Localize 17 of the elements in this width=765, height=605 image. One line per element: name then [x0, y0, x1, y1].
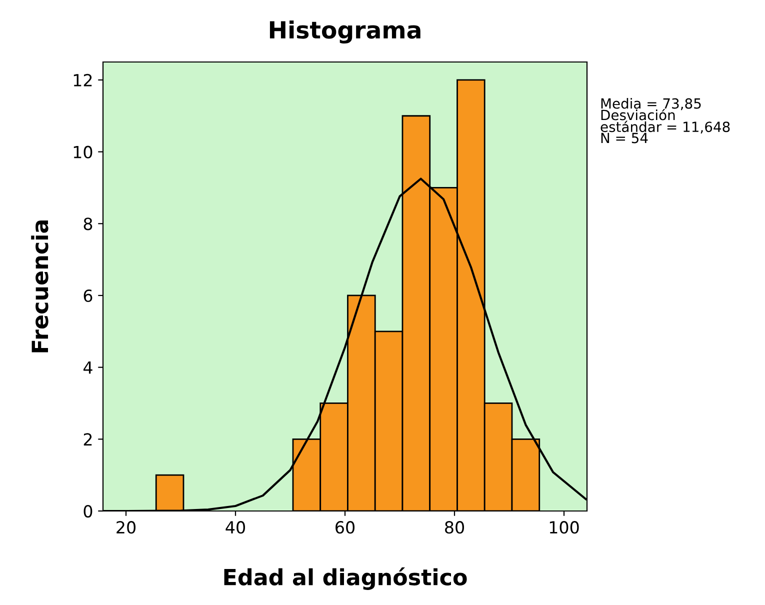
chart-title: Histograma — [270, 20, 420, 44]
y-tick-label: 4 — [83, 362, 92, 374]
x-axis-title: Edad al diagnóstico — [224, 567, 467, 590]
y-axis-title: Frecuencia — [31, 220, 48, 352]
y-tick-label: 2 — [84, 433, 92, 446]
text: Media = 73,85 — [601, 98, 701, 110]
x-tick-label: 60 — [336, 521, 354, 534]
y-tick-label: 0 — [84, 504, 92, 518]
x-tick-label: 80 — [445, 521, 464, 534]
y-tick-label: 10 — [74, 146, 92, 158]
y-tick-label: 6 — [84, 289, 92, 302]
x-tick-label: 40 — [226, 521, 245, 534]
y-tick-label: 12 — [74, 74, 92, 86]
x-tick-label: 100 — [550, 521, 579, 534]
text: N = 54 — [601, 132, 648, 144]
x-tick-label: 20 — [116, 521, 136, 534]
y-tick-label: 8 — [84, 218, 92, 230]
